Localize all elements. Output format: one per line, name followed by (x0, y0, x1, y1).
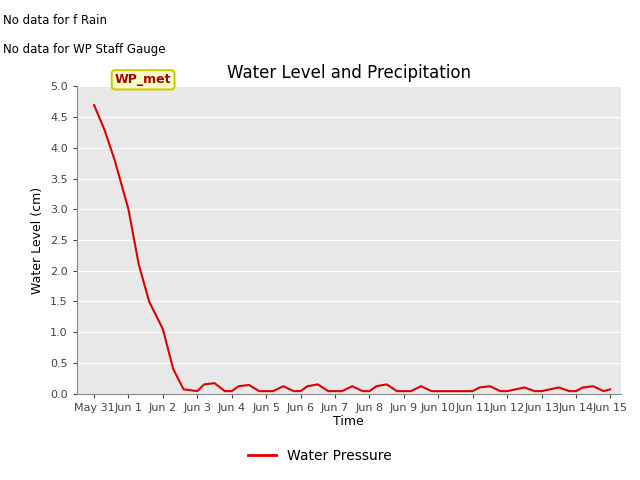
Text: No data for WP Staff Gauge: No data for WP Staff Gauge (3, 43, 166, 56)
Y-axis label: Water Level (cm): Water Level (cm) (31, 186, 44, 294)
X-axis label: Time: Time (333, 415, 364, 429)
Legend: Water Pressure: Water Pressure (243, 443, 397, 468)
Text: No data for f Rain: No data for f Rain (3, 14, 108, 27)
Text: WP_met: WP_met (115, 73, 172, 86)
Title: Water Level and Precipitation: Water Level and Precipitation (227, 64, 471, 82)
